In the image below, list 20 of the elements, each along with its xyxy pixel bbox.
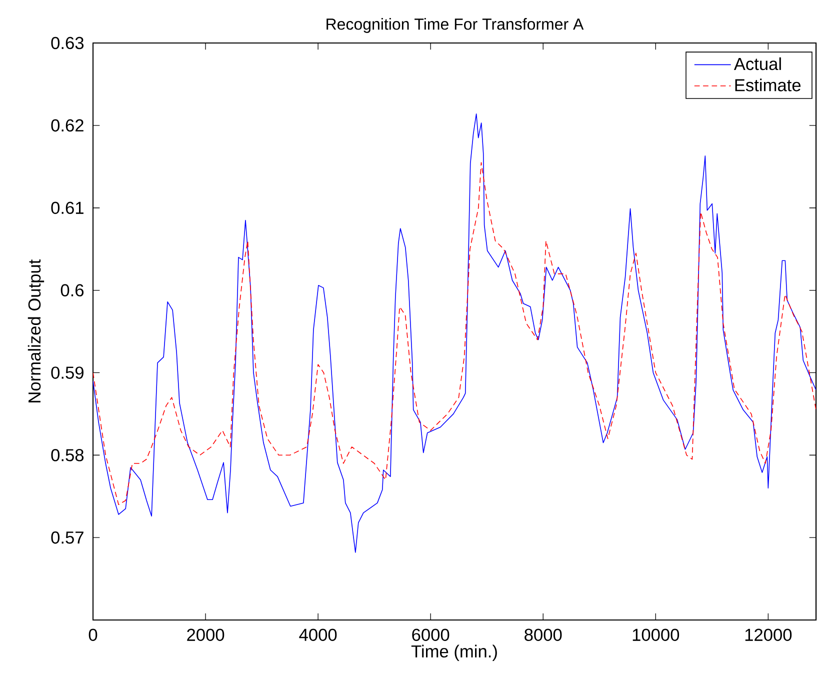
y-tick-label: 0.57 <box>51 531 84 544</box>
x-tick-label: 10000 <box>632 628 680 641</box>
x-tick-label: 6000 <box>412 628 450 641</box>
legend-label: Actual <box>734 57 781 70</box>
y-tick-label: 0.61 <box>51 202 84 214</box>
y-tick-label: 0.6 <box>60 284 84 296</box>
y-tick-label: 0.62 <box>51 119 84 132</box>
y-tick-label: 0.58 <box>51 449 84 462</box>
x-axis-title: Time (min.) <box>411 644 497 661</box>
legend-label: Estimate <box>735 78 801 92</box>
y-axis-title: Normalized Output <box>28 259 44 402</box>
x-tick-label: 2000 <box>187 628 224 641</box>
y-tick-label: 0.63 <box>51 36 84 50</box>
x-tick-label: 4000 <box>299 628 337 641</box>
x-tick-label: 8000 <box>524 628 562 641</box>
x-tick-label: 0 <box>88 628 98 641</box>
line-series <box>93 113 816 553</box>
y-tick-label: 0.59 <box>51 366 84 379</box>
chart-title: Recognition Time For Transformer A <box>326 18 584 33</box>
x-tick-label: 12000 <box>745 628 792 641</box>
